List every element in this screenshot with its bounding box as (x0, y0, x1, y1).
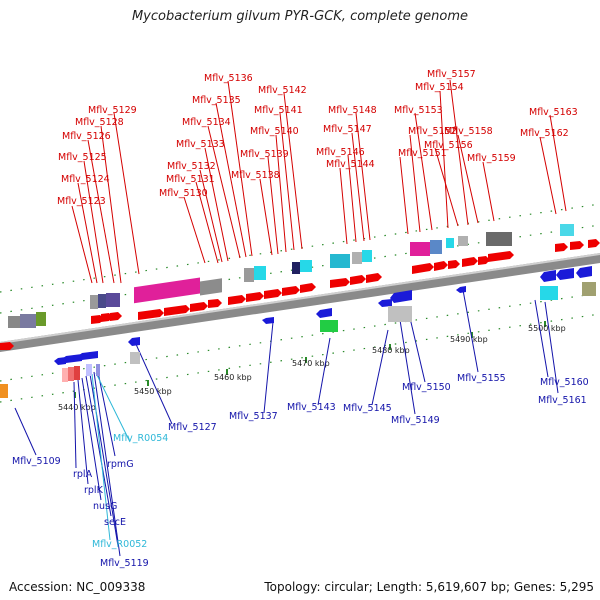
gene-label-mflv-5135[interactable]: Mflv_5135 (192, 95, 241, 106)
gene-label-mflv-5128[interactable]: Mflv_5128 (75, 117, 124, 128)
gene-label-mflv-5149[interactable]: Mflv_5149 (391, 415, 440, 426)
gene-label-mflv-5123[interactable]: Mflv_5123 (57, 196, 106, 207)
gene-label-mflv-5163[interactable]: Mflv_5163 (529, 107, 578, 118)
gene-label-mflv-5154[interactable]: Mflv_5154 (415, 82, 464, 93)
scale-label: 5450 kbp (134, 387, 172, 396)
reverse-genes (54, 266, 592, 365)
gene-label-mflv-r0054[interactable]: Mflv_R0054 (113, 433, 168, 444)
gene-label-mflv-5131[interactable]: Mflv_5131 (166, 174, 215, 185)
accession-text: Accession: NC_009338 (9, 580, 146, 594)
gene-label-mflv-5150[interactable]: Mflv_5150 (402, 382, 451, 393)
gene-label-mflv-5127[interactable]: Mflv_5127 (168, 422, 217, 433)
gene-label-mflv-5147[interactable]: Mflv_5147 (323, 124, 372, 135)
forward-leaders (71, 79, 567, 284)
gene-label-mflv-5124[interactable]: Mflv_5124 (61, 174, 110, 185)
gene-label-mflv-5139[interactable]: Mflv_5139 (240, 149, 289, 160)
gene-label-mflv-5134[interactable]: Mflv_5134 (182, 117, 231, 128)
reverse-leaders (14, 289, 559, 557)
genome-stats-text: Topology: circular; Length: 5,619,607 bp… (264, 580, 594, 594)
gene-label-mflv-5146[interactable]: Mflv_5146 (316, 147, 365, 158)
gene-label-mflv-5136[interactable]: Mflv_5136 (204, 73, 253, 84)
gene-label-mflv-5144[interactable]: Mflv_5144 (326, 159, 375, 170)
scale-label: 5480 kbp (372, 346, 410, 355)
gene-label-mflv-5152[interactable]: Mflv_5152 (408, 126, 457, 137)
gene-label-mflv-5109[interactable]: Mflv_5109 (12, 456, 61, 467)
gene-label-mflv-5162[interactable]: Mflv_5162 (520, 128, 569, 139)
gene-label-mflv-r0052[interactable]: Mflv_R0052 (92, 539, 147, 550)
gene-label-mflv-5159[interactable]: Mflv_5159 (467, 153, 516, 164)
gene-label-mflv-5119[interactable]: Mflv_5119 (100, 558, 149, 569)
scale-label: 5500 kbp (528, 324, 566, 333)
gene-label-mflv-5160[interactable]: Mflv_5160 (540, 377, 589, 388)
gene-label-mflv-5145[interactable]: Mflv_5145 (343, 403, 392, 414)
gene-label-mflv-5142[interactable]: Mflv_5142 (258, 85, 307, 96)
gene-label-rpmg[interactable]: rpmG (107, 459, 134, 470)
scale-label: 5460 kbp (214, 373, 252, 382)
gene-label-nusg[interactable]: nusG (93, 501, 117, 512)
gene-label-mflv-5148[interactable]: Mflv_5148 (328, 105, 377, 116)
gene-label-mflv-5158[interactable]: Mflv_5158 (444, 126, 493, 137)
scale-label: 5470 kbp (292, 359, 330, 368)
gene-label-sece[interactable]: secE (104, 517, 126, 528)
gene-label-mflv-5155[interactable]: Mflv_5155 (457, 373, 506, 384)
gene-label-mflv-5126[interactable]: Mflv_5126 (62, 131, 111, 142)
gene-label-mflv-5141[interactable]: Mflv_5141 (254, 105, 303, 116)
gene-label-mflv-5129[interactable]: Mflv_5129 (88, 105, 137, 116)
gene-label-rpla[interactable]: rplA (73, 469, 93, 480)
gene-label-mflv-5138[interactable]: Mflv_5138 (231, 170, 280, 181)
genome-backbone (0, 253, 600, 352)
gene-label-mflv-5137[interactable]: Mflv_5137 (229, 411, 278, 422)
forward-features (8, 224, 574, 328)
gene-label-mflv-5125[interactable]: Mflv_5125 (58, 152, 107, 163)
scale-ticks (74, 321, 546, 398)
scale-label: 5440 kbp (58, 403, 96, 412)
gene-label-mflv-5140[interactable]: Mflv_5140 (250, 126, 299, 137)
scale-label: 5490 kbp (450, 335, 488, 344)
gene-label-mflv-5156[interactable]: Mflv_5156 (424, 140, 473, 151)
gene-label-mflv-5132[interactable]: Mflv_5132 (167, 161, 216, 172)
gene-label-mflv-5143[interactable]: Mflv_5143 (287, 402, 336, 413)
gene-label-mflv-5133[interactable]: Mflv_5133 (176, 139, 225, 150)
rna-leaders (91, 372, 131, 541)
forward-genes (0, 239, 600, 350)
gene-label-mflv-5157[interactable]: Mflv_5157 (427, 69, 476, 80)
gene-label-mflv-5161[interactable]: Mflv_5161 (538, 395, 587, 406)
gene-label-mflv-5153[interactable]: Mflv_5153 (394, 105, 443, 116)
map-title: Mycobacterium gilvum PYR-GCK, complete g… (131, 9, 469, 24)
reverse-features (0, 282, 596, 398)
gene-label-rplk[interactable]: rplK (84, 485, 104, 496)
gene-label-mflv-5130[interactable]: Mflv_5130 (159, 188, 208, 199)
gene-label-mflv-5151[interactable]: Mflv_5151 (398, 148, 447, 159)
